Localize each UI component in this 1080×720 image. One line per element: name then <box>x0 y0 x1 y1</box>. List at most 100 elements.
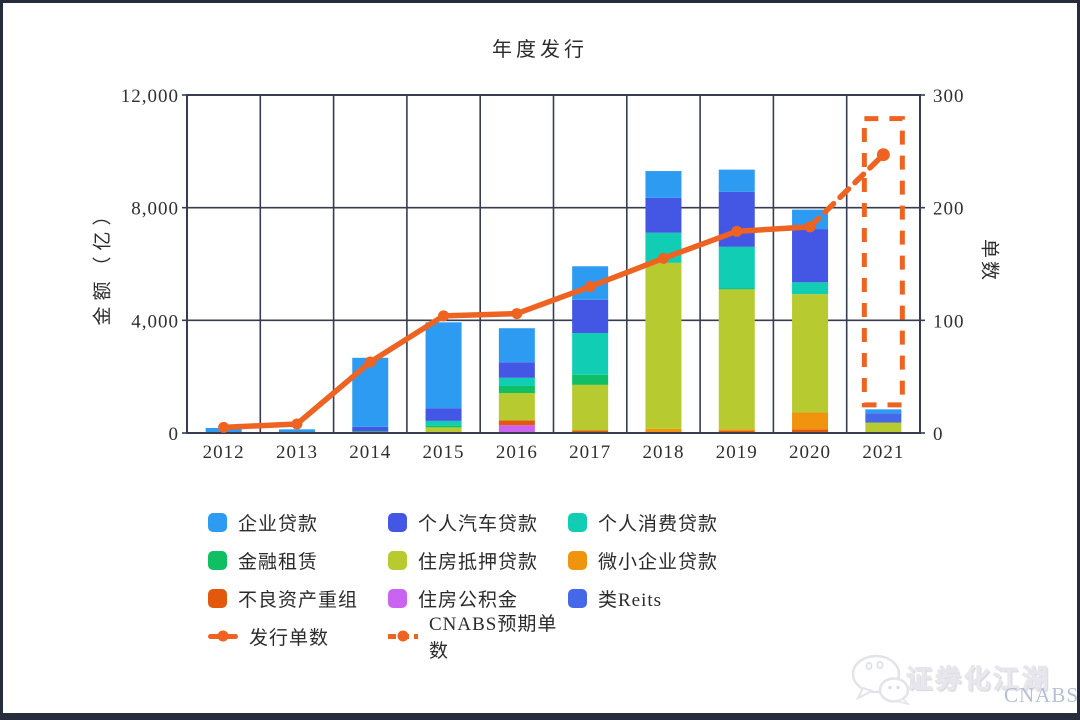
legend-item: CNABS预期单数 <box>388 614 568 662</box>
legend-swatch <box>568 588 587 608</box>
legend-swatch <box>388 588 407 608</box>
legend-label: 企业贷款 <box>238 513 319 535</box>
bar-segment <box>572 384 609 431</box>
bar-segment <box>792 412 829 430</box>
legend-swatch <box>388 512 407 532</box>
bar-segment <box>645 262 682 429</box>
legend-swatch <box>568 512 587 532</box>
x-axis-tick-label: 2017 <box>569 442 611 463</box>
issuance-point <box>364 356 376 368</box>
forecast-point <box>876 148 890 162</box>
legend-label: 微小企业贷款 <box>598 551 719 573</box>
bar-segment <box>865 422 902 433</box>
bar-segment <box>352 426 389 432</box>
issuance-point <box>731 225 743 237</box>
bar-segment <box>498 362 535 378</box>
bar-segment <box>572 374 609 385</box>
legend-label: 金融租赁 <box>238 551 319 573</box>
watermark: 证券化江湖 CNABS <box>849 651 1077 711</box>
chart-legend: 企业贷款 个人汽车贷款 个人消费贷款金融租赁 住房抵押贷款 微小企业贷款不良资产重组 住房… <box>208 503 748 662</box>
issuance-point <box>218 421 230 433</box>
bar-segment <box>792 429 829 433</box>
legend-dashed-line-marker <box>388 630 418 642</box>
bar-segment <box>352 357 389 427</box>
bar-segment <box>425 425 462 428</box>
bar-segment <box>425 420 462 426</box>
legend-label: 住房抵押贷款 <box>418 551 539 573</box>
legend-marker-dot <box>217 630 229 642</box>
bar-segment <box>498 385 535 394</box>
watermark-text: 证券化江湖 <box>905 665 1052 695</box>
bar-segment <box>865 409 902 414</box>
issuance-point <box>657 252 669 264</box>
left-axis-tick-label: 8,000 <box>131 199 179 220</box>
bar-segment <box>792 294 829 413</box>
legend-label: CNABS预期单数 <box>429 614 558 662</box>
bar-segment <box>645 428 682 433</box>
plot-area: 0 4,000 8,000 12,000 0 100 200 300 2012 2013 2014 2… <box>121 86 965 463</box>
legend-label: 个人汽车贷款 <box>418 513 539 535</box>
left-axis-tick-label: 0 <box>169 424 180 445</box>
left-axis-tick-label: 12,000 <box>121 86 179 107</box>
bar-segment <box>572 299 609 334</box>
bar-segment <box>572 430 609 433</box>
issuance-point <box>438 310 450 322</box>
bar-segment <box>792 209 829 230</box>
plot-border <box>186 94 921 434</box>
legend-label: 住房公积金 <box>418 589 519 611</box>
watermark-brand: CNABS <box>1004 683 1080 707</box>
legend-item: 住房公积金 <box>388 579 568 617</box>
bar-segment <box>425 322 462 409</box>
bar-segment <box>645 171 682 198</box>
legend-label: 发行单数 <box>249 627 330 649</box>
legend-swatch <box>208 512 227 532</box>
legend-item: 企业贷款 <box>208 503 388 541</box>
legend-swatch <box>388 550 407 570</box>
bar-segment <box>718 289 755 430</box>
x-axis-tick-label: 2015 <box>423 442 465 463</box>
x-axis-tick-label: 2013 <box>276 442 318 463</box>
right-axis-tick-label: 0 <box>933 424 944 445</box>
x-axis-tick-label: 2014 <box>349 442 391 463</box>
bar-segment <box>498 377 535 386</box>
bar-segment <box>792 229 829 283</box>
x-axis-tick-label: 2020 <box>789 442 831 463</box>
legend-item: 微小企业贷款 <box>568 541 748 579</box>
bar-segment <box>718 429 755 432</box>
legend-item: 类Reits <box>568 579 748 617</box>
legend-item: 住房抵押贷款 <box>388 541 568 579</box>
issuance-point <box>804 221 816 233</box>
legend-item: 个人消费贷款 <box>568 503 748 541</box>
left-axis-tick-label: 4,000 <box>131 311 179 332</box>
right-axis-tick-label: 300 <box>933 86 965 107</box>
legend-label: 不良资产重组 <box>238 589 359 611</box>
bar-segment <box>718 169 755 192</box>
legend-label: 类Reits <box>598 589 663 611</box>
legend-label: 个人消费贷款 <box>598 513 719 535</box>
x-axis-tick-label: 2012 <box>203 442 245 463</box>
x-axis-tick-label: 2021 <box>862 442 904 463</box>
bar-segment <box>718 288 755 290</box>
forecast-line <box>807 151 887 230</box>
x-axis-tick-label: 2016 <box>496 442 538 463</box>
chart-title: 年度发行 <box>492 39 588 61</box>
right-axis-tick-label: 200 <box>933 199 965 220</box>
bar-segment <box>278 429 315 433</box>
issuance-point <box>291 418 303 430</box>
x-axis-tick-label: 2019 <box>716 442 758 463</box>
issuance-point <box>511 308 523 320</box>
legend-item: 金融租赁 <box>208 541 388 579</box>
bar-segment <box>498 393 535 421</box>
wechat-bubbles-icon <box>849 653 911 710</box>
bar-segment <box>645 197 682 233</box>
forecast-range-box <box>861 116 905 408</box>
bar-segment <box>792 282 829 295</box>
bar-segment <box>498 425 535 433</box>
legend-swatch <box>568 550 587 570</box>
legend-item: 个人汽车贷款 <box>388 503 568 541</box>
legend-item: 不良资产重组 <box>208 579 388 617</box>
legend-swatch <box>208 588 227 608</box>
bar-segment <box>498 420 535 426</box>
legend-line-marker <box>208 630 238 642</box>
